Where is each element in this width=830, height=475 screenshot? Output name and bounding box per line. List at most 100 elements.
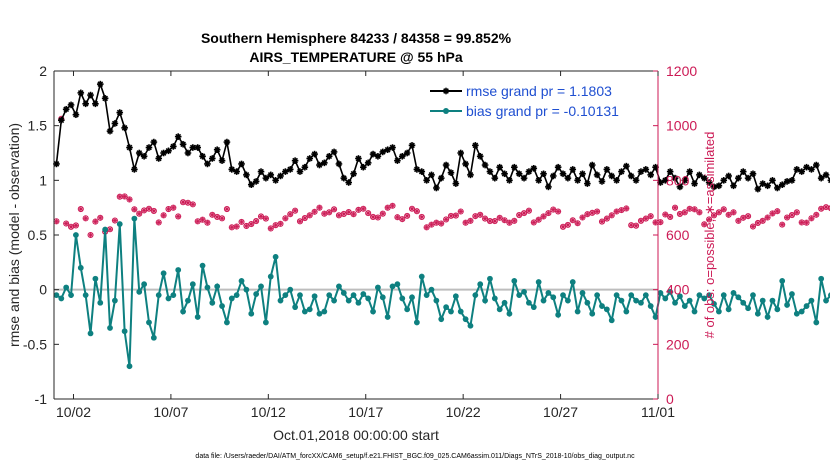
obs-assimilated-point xyxy=(726,212,732,218)
obs-assimilated-point xyxy=(399,216,405,222)
rmse-point xyxy=(793,166,801,173)
bias-point xyxy=(428,286,435,293)
rmse-point xyxy=(262,174,270,182)
rmse-point xyxy=(817,174,825,182)
bias-point xyxy=(808,297,815,304)
rmse-point xyxy=(360,163,367,171)
rmse-point xyxy=(778,181,786,189)
obs-assimilated-point xyxy=(467,218,474,224)
y-right-tick-label: 0 xyxy=(666,391,674,407)
y-right-tick-label: 1200 xyxy=(666,63,697,79)
obs-assimilated-point xyxy=(365,210,371,216)
rmse-point xyxy=(525,168,533,175)
rmse-point xyxy=(584,180,591,187)
obs-assimilated-point xyxy=(136,211,142,217)
obs-assimilated-point xyxy=(141,207,147,213)
bias-point xyxy=(740,299,747,306)
obs-assimilated-point xyxy=(336,212,342,218)
rmse-point xyxy=(798,168,805,175)
obs-assimilated-point xyxy=(297,218,303,224)
obs-assimilated-point xyxy=(545,210,552,216)
y-right-tick-label: 400 xyxy=(666,282,690,298)
y-right-tick-label: 800 xyxy=(666,172,690,188)
rmse-point xyxy=(335,160,343,168)
rmse-point xyxy=(257,168,265,175)
rmse-point xyxy=(398,152,406,160)
rmse-point xyxy=(783,178,791,185)
rmse-point xyxy=(311,150,318,158)
bias-point xyxy=(545,290,552,296)
obs-assimilated-point xyxy=(721,206,727,212)
x-tick-label: 10/07 xyxy=(153,404,188,420)
obs-assimilated-point xyxy=(219,215,225,221)
bias-point xyxy=(399,295,406,302)
bias-point xyxy=(58,295,65,302)
bias-point xyxy=(355,299,362,306)
rmse-point xyxy=(627,172,635,180)
bias-point xyxy=(360,291,367,297)
bias-point xyxy=(287,286,294,293)
obs-assimilated-point xyxy=(165,206,172,212)
x-tick-label: 10/22 xyxy=(446,404,481,420)
bias-point xyxy=(277,297,284,304)
obs-assimilated-point xyxy=(506,220,513,226)
rmse-point xyxy=(291,157,299,164)
bias-point xyxy=(603,306,610,313)
obs-assimilated-point xyxy=(375,214,381,221)
bias-point xyxy=(516,292,523,299)
obs-assimilated-point xyxy=(487,218,493,224)
bias-point xyxy=(107,325,113,331)
bias-point xyxy=(769,297,776,304)
obs-assimilated-point xyxy=(350,211,357,217)
rmse-point xyxy=(647,171,654,179)
rmse-point xyxy=(501,170,508,178)
obs-assimilated-point xyxy=(214,214,220,220)
bias-point xyxy=(452,293,459,300)
obs-assimilated-point xyxy=(784,214,790,221)
rmse-point xyxy=(330,148,338,156)
obs-assimilated-point xyxy=(823,204,829,210)
bias-point xyxy=(530,304,537,311)
rmse-point xyxy=(608,172,616,180)
rmse-point xyxy=(418,168,426,175)
bias-point xyxy=(160,270,167,277)
obs-assimilated-point xyxy=(268,225,274,232)
obs-assimilated-point xyxy=(643,216,649,222)
bias-point xyxy=(711,300,717,307)
obs-assimilated-point xyxy=(609,212,615,218)
bias-point xyxy=(389,283,396,290)
obs-assimilated-point xyxy=(799,219,805,226)
bias-point xyxy=(233,292,240,299)
obs-assimilated-point xyxy=(277,221,284,227)
rmse-point xyxy=(467,171,474,179)
rmse-point xyxy=(491,174,499,182)
rmse-point xyxy=(53,160,60,168)
bias-point xyxy=(243,286,250,293)
obs-assimilated-point xyxy=(662,211,668,218)
bias-point xyxy=(511,278,518,284)
obs-assimilated-point xyxy=(394,214,401,220)
bias-point xyxy=(340,290,347,296)
bias-point xyxy=(321,308,328,315)
rmse-point xyxy=(462,160,469,168)
rmse-point xyxy=(277,172,284,180)
rmse-point xyxy=(272,177,279,184)
bias-point xyxy=(116,221,123,227)
bias-point xyxy=(789,291,795,297)
bias-point xyxy=(535,279,542,285)
obs-assimilated-point xyxy=(604,216,610,222)
obs-assimilated-point xyxy=(618,207,625,213)
rmse-point xyxy=(394,157,401,164)
rmse-point xyxy=(131,166,138,173)
rmse-point xyxy=(204,160,211,168)
y-axis-right: 0 200 400 600 800 1000 1200 xyxy=(653,63,697,407)
obs-assimilated-point xyxy=(511,218,517,224)
obs-assimilated-point xyxy=(458,208,464,215)
rmse-point xyxy=(496,163,503,171)
rmse-point xyxy=(155,155,163,162)
obs-assimilated-point xyxy=(346,209,352,215)
legend-label: rmse grand pr = 1.1803 xyxy=(466,83,612,99)
obs-assimilated-point xyxy=(126,196,133,203)
obs-assimilated-point xyxy=(258,213,264,220)
rmse-point xyxy=(813,161,820,169)
